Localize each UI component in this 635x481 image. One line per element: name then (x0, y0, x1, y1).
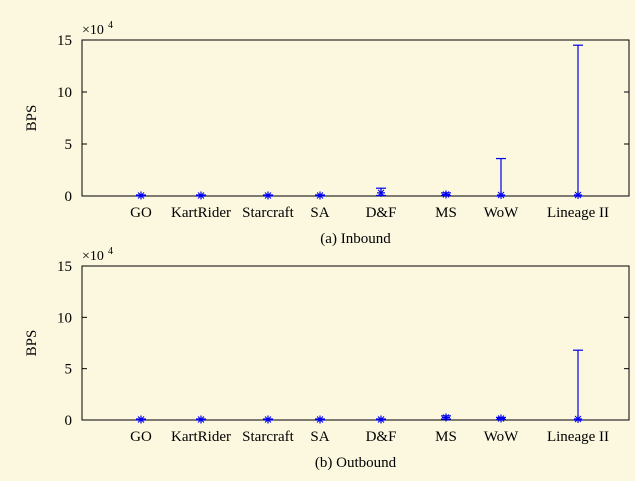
mean-marker (574, 190, 582, 199)
mean-marker-d2 (264, 416, 272, 423)
mean-marker-d2 (497, 415, 505, 422)
mean-marker-d2 (137, 192, 145, 199)
mean-marker (137, 191, 145, 200)
mean-marker-d2 (442, 191, 450, 198)
mean-marker (497, 414, 505, 423)
mean-marker-d2 (137, 416, 145, 423)
mean-marker (264, 415, 272, 424)
mean-marker (197, 191, 205, 200)
mean-marker-d2 (264, 192, 272, 199)
category-label: SA (310, 205, 329, 221)
category-label: GO (130, 429, 152, 445)
y-multiplier-base: ×10 (82, 249, 104, 264)
mean-marker-d2 (197, 192, 205, 199)
category-label: Lineage II (547, 429, 609, 445)
category-label: KartRider (171, 429, 231, 445)
mean-marker (316, 415, 324, 424)
mean-marker-d2 (316, 416, 324, 423)
mean-marker-d2 (497, 191, 505, 199)
category-label: Lineage II (547, 205, 609, 221)
mean-marker (574, 414, 582, 423)
y-tick-label: 5 (65, 137, 73, 153)
category-label: MS (435, 429, 457, 445)
category-label: D&F (366, 205, 397, 221)
mean-marker-d2 (574, 415, 582, 423)
y-tick-label: 5 (65, 362, 73, 378)
category-label: WoW (484, 205, 519, 221)
y-multiplier-exponent: 4 (108, 246, 113, 257)
category-label: MS (435, 205, 457, 221)
category-label: Starcraft (242, 205, 294, 221)
mean-marker (377, 188, 385, 197)
panel-outbound (81, 265, 630, 424)
y-tick-label: 15 (57, 33, 72, 49)
category-label: D&F (366, 429, 397, 445)
y-tick-label: 0 (65, 189, 73, 205)
panel-caption: (a) Inbound (320, 231, 391, 247)
category-label: Starcraft (242, 429, 294, 445)
mean-marker (316, 191, 324, 200)
panel-inbound (81, 39, 630, 200)
mean-marker (442, 190, 450, 199)
mean-marker-d2 (574, 191, 582, 199)
mean-marker-d2 (377, 189, 385, 197)
y-tick-label: 15 (57, 259, 72, 275)
y-tick-label: 0 (65, 413, 73, 429)
y-multiplier-base: ×10 (82, 23, 104, 38)
mean-marker (197, 415, 205, 424)
category-label: WoW (484, 429, 519, 445)
mean-marker (264, 191, 272, 200)
category-label: KartRider (171, 205, 231, 221)
mean-marker (377, 415, 385, 424)
y-tick-label: 10 (57, 310, 72, 326)
plot-frame (81, 39, 630, 197)
mean-marker-d2 (377, 416, 385, 423)
category-label: SA (310, 429, 329, 445)
mean-marker-d2 (197, 416, 205, 423)
y-multiplier-exponent: 4 (108, 20, 113, 31)
y-axis-label: BPS (24, 330, 40, 357)
mean-marker-d2 (442, 414, 450, 421)
plot-frame (81, 265, 630, 421)
panel-caption: (b) Outbound (315, 455, 397, 471)
mean-marker (137, 415, 145, 424)
category-label: GO (130, 205, 152, 221)
y-axis-label: BPS (24, 105, 40, 132)
y-tick-label: 10 (57, 85, 72, 101)
mean-marker (497, 190, 505, 199)
mean-marker-d2 (316, 192, 324, 199)
mean-marker (442, 413, 450, 422)
